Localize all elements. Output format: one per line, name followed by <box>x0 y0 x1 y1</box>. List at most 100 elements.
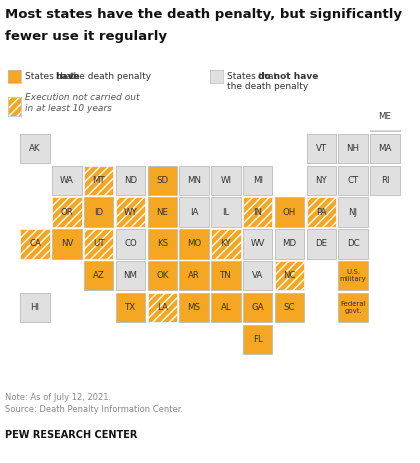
Bar <box>243 293 273 322</box>
Bar <box>339 197 368 227</box>
Text: Federal
govt.: Federal govt. <box>340 301 366 314</box>
Bar <box>339 166 368 195</box>
Bar <box>275 229 304 259</box>
Bar <box>147 197 177 227</box>
Text: FL: FL <box>253 335 262 344</box>
Bar <box>116 166 145 195</box>
Bar <box>84 166 113 195</box>
Bar <box>339 293 368 322</box>
Bar <box>307 197 336 227</box>
Text: CT: CT <box>347 176 359 185</box>
Text: IN: IN <box>253 207 262 217</box>
Bar <box>116 293 145 322</box>
Bar <box>147 229 177 259</box>
Text: WV: WV <box>250 239 265 249</box>
Text: do not have: do not have <box>257 72 318 81</box>
Text: HI: HI <box>31 303 39 312</box>
Text: TN: TN <box>220 271 232 280</box>
Bar <box>243 197 273 227</box>
Bar <box>84 229 113 259</box>
Text: KS: KS <box>157 239 168 249</box>
Bar <box>179 261 209 290</box>
Bar <box>307 166 336 195</box>
Text: IL: IL <box>222 207 229 217</box>
Text: Note: As of July 12, 2021.
Source: Death Penalty Information Center.: Note: As of July 12, 2021. Source: Death… <box>5 393 183 414</box>
Bar <box>116 197 145 227</box>
Text: have: have <box>56 72 80 81</box>
Text: PA: PA <box>316 207 327 217</box>
Bar <box>211 166 241 195</box>
Text: VT: VT <box>316 144 327 153</box>
Bar <box>84 197 113 227</box>
Bar <box>370 134 400 163</box>
Bar <box>275 261 304 290</box>
Text: WI: WI <box>220 176 231 185</box>
Text: WA: WA <box>60 176 74 185</box>
Bar <box>243 261 273 290</box>
Bar <box>20 229 50 259</box>
Bar <box>243 197 273 227</box>
Text: MA: MA <box>378 144 391 153</box>
Text: NJ: NJ <box>349 207 357 217</box>
Bar <box>179 166 209 195</box>
Text: WY: WY <box>123 207 137 217</box>
Text: ID: ID <box>94 207 103 217</box>
Bar <box>147 166 177 195</box>
Text: AZ: AZ <box>93 271 105 280</box>
Text: AR: AR <box>188 271 200 280</box>
Text: Execution not carried out
in at least 10 years: Execution not carried out in at least 10… <box>25 93 139 113</box>
Bar <box>179 197 209 227</box>
Text: fewer use it regularly: fewer use it regularly <box>5 30 167 43</box>
Text: MD: MD <box>282 239 297 249</box>
Bar <box>84 229 113 259</box>
Bar <box>116 229 145 259</box>
Bar <box>275 197 304 227</box>
Bar <box>370 102 400 131</box>
Bar <box>52 197 81 227</box>
Text: the death penalty: the death penalty <box>68 72 152 81</box>
Bar <box>20 293 50 322</box>
Bar <box>20 229 50 259</box>
Bar <box>147 261 177 290</box>
Bar <box>20 134 50 163</box>
Bar <box>211 229 241 259</box>
Bar <box>275 261 304 290</box>
Bar <box>243 229 273 259</box>
Text: OH: OH <box>283 207 296 217</box>
Text: MO: MO <box>187 239 201 249</box>
Bar <box>52 166 81 195</box>
Bar <box>179 229 209 259</box>
Text: the death penalty: the death penalty <box>227 81 308 91</box>
Text: AK: AK <box>29 144 41 153</box>
Text: NV: NV <box>61 239 73 249</box>
Bar <box>211 261 241 290</box>
Text: UT: UT <box>93 239 105 249</box>
Text: IA: IA <box>190 207 198 217</box>
Text: NH: NH <box>346 144 360 153</box>
Bar <box>370 166 400 195</box>
Bar <box>243 325 273 354</box>
Text: MN: MN <box>187 176 201 185</box>
Text: NC: NC <box>283 271 296 280</box>
Bar <box>147 293 177 322</box>
Bar <box>116 261 145 290</box>
Bar <box>307 229 336 259</box>
Text: Most states have the death penalty, but significantly: Most states have the death penalty, but … <box>5 8 402 21</box>
Text: U.S.
military: U.S. military <box>340 269 367 282</box>
Text: NY: NY <box>315 176 327 185</box>
Bar <box>211 197 241 227</box>
Text: DC: DC <box>347 239 360 249</box>
Text: MS: MS <box>188 303 201 312</box>
Bar <box>84 166 113 195</box>
Text: DE: DE <box>315 239 327 249</box>
Bar <box>339 134 368 163</box>
Text: MI: MI <box>253 176 262 185</box>
Bar <box>52 197 81 227</box>
Text: GA: GA <box>252 303 264 312</box>
Bar <box>275 293 304 322</box>
Text: CA: CA <box>29 239 41 249</box>
Bar <box>52 229 81 259</box>
Text: NE: NE <box>156 207 168 217</box>
Text: TX: TX <box>125 303 136 312</box>
Text: NM: NM <box>123 271 137 280</box>
